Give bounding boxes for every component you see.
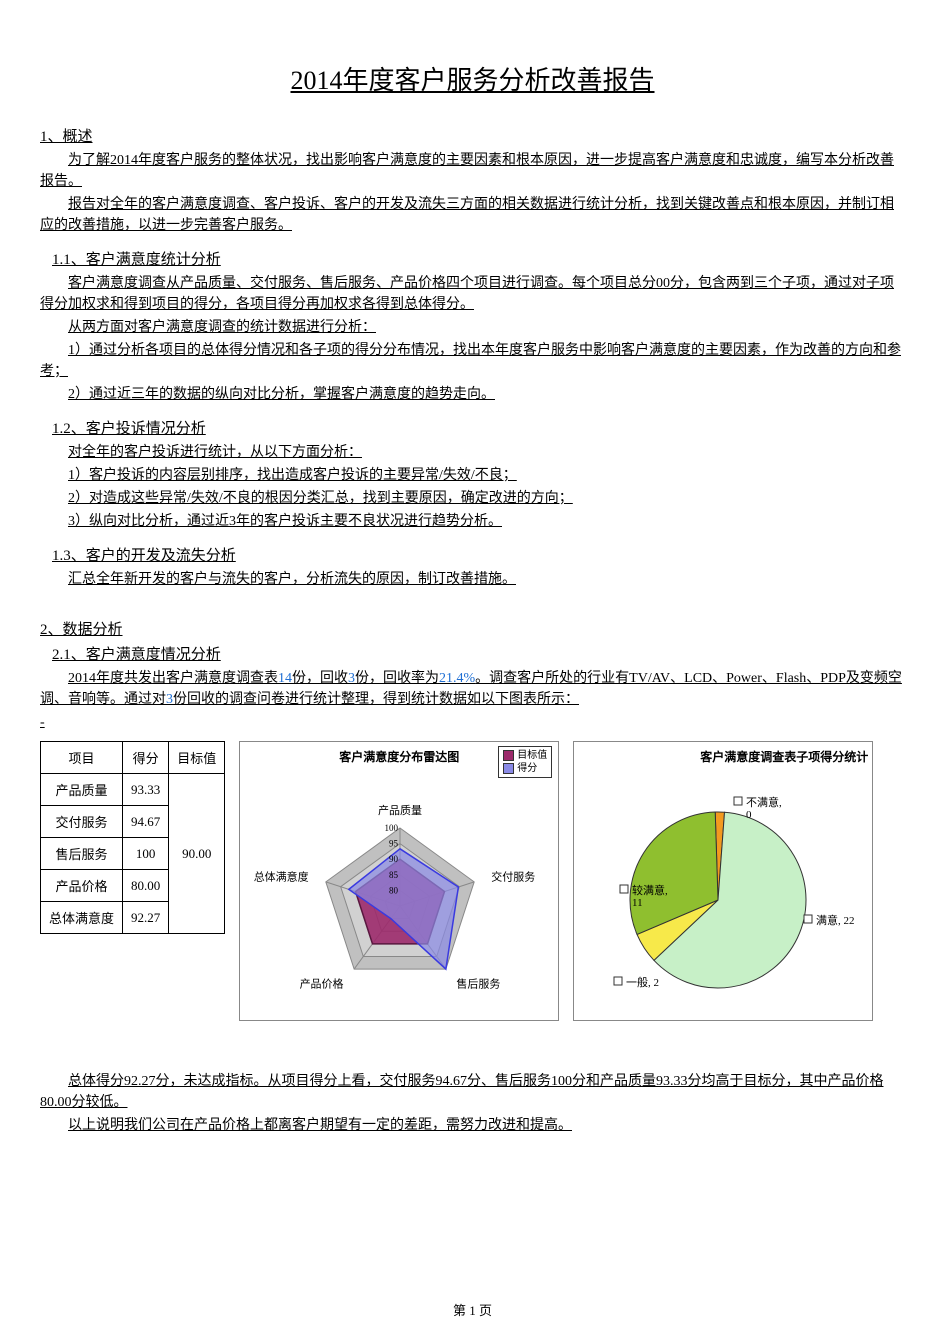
section-1-1-heading: 1.1、客户满意度统计分析 — [52, 248, 905, 269]
s2-1-txt-a: 2014年度共发出客户满意度调查表 — [68, 671, 278, 686]
s1-2-li3: 3）纵向对比分析，通过近3年的客户投诉主要不良状况进行趋势分析。 — [40, 511, 905, 532]
s2-1-txt-e: 份回收的调查问卷进行统计整理，得到统计数据如以下图表所示： — [173, 692, 579, 707]
svg-text:不满意,0: 不满意,0 — [746, 795, 782, 821]
cell-score: 94.67 — [123, 806, 169, 838]
page-title: 2014年度客户服务分析改善报告 — [40, 60, 905, 97]
svg-text:100: 100 — [385, 823, 399, 833]
section-1-heading: 1、概述 — [40, 125, 905, 146]
survey-sent-count: 14 — [278, 671, 292, 686]
radar-svg: 100 95 90 85 80 产品质量交付服务售后服务 产品价格 总体满意度 — [240, 765, 560, 1023]
svg-text:产品质量: 产品质量 — [378, 803, 422, 817]
cell-score: 80.00 — [123, 870, 169, 902]
cell-score: 92.27 — [123, 902, 169, 934]
svg-text:一般, 2: 一般, 2 — [626, 976, 659, 989]
conclusion-p1: 总体得分92.27分，未达成指标。从项目得分上看，交付服务94.67分、售后服务… — [40, 1071, 905, 1113]
svg-text:产品价格: 产品价格 — [300, 977, 344, 991]
cell-item: 售后服务 — [41, 838, 123, 870]
pie-chart: 客户满意度调查表子项得分统计 满意, 22较满意,11不满意,0一般, 2 — [573, 741, 873, 1021]
cell-score: 93.33 — [123, 774, 169, 806]
legend-target: 目标值 — [503, 749, 547, 762]
legend-target-label: 目标值 — [517, 749, 547, 762]
s1-3-p1: 汇总全年新开发的客户与流失的客户，分析流失的原因，制订改善措施。 — [40, 569, 905, 590]
pie-title: 客户满意度调查表子项得分统计 — [574, 742, 872, 765]
svg-text:80: 80 — [389, 885, 399, 895]
survey-recv-count: 3 — [348, 671, 355, 686]
svg-text:85: 85 — [389, 870, 399, 880]
radar-chart: 客户满意度分布雷达图 目标值 得分 10095908580产品质量交付服务售后服… — [239, 741, 559, 1021]
legend-score: 得分 — [503, 762, 547, 775]
pie-svg: 满意, 22较满意,11不满意,0一般, 2 — [574, 765, 874, 1023]
s1-2-p1: 对全年的客户投诉进行统计，从以下方面分析： — [40, 442, 905, 463]
section-1-3-heading: 1.3、客户的开发及流失分析 — [52, 544, 905, 565]
s2-1-txt-b: 份，回收 — [292, 671, 348, 686]
svg-text:售后服务: 售后服务 — [457, 977, 501, 991]
legend-score-label: 得分 — [517, 762, 537, 775]
s1-1-p2: 从两方面对客户满意度调查的统计数据进行分析： — [40, 317, 905, 338]
score-table: 项目 得分 目标值 产品质量93.3390.00交付服务94.67售后服务100… — [40, 741, 225, 934]
survey-recv-count-2: 3 — [166, 692, 173, 707]
cell-score: 100 — [123, 838, 169, 870]
section-1-2-heading: 1.2、客户投诉情况分析 — [52, 417, 905, 438]
cell-item: 产品质量 — [41, 774, 123, 806]
cell-target: 90.00 — [169, 774, 225, 934]
cell-item: 产品价格 — [41, 870, 123, 902]
col-target: 目标值 — [169, 742, 225, 774]
svg-text:95: 95 — [389, 839, 399, 849]
col-score: 得分 — [123, 742, 169, 774]
s1-p2: 报告对全年的客户满意度调查、客户投诉、客户的开发及流失三方面的相关数据进行统计分… — [40, 194, 905, 236]
swatch-target — [503, 750, 514, 761]
s1-1-li1: 1）通过分析各项目的总体得分情况和各子项的得分分布情况，找出本年度客户服务中影响… — [40, 340, 905, 382]
col-item: 项目 — [41, 742, 123, 774]
s1-1-li2: 2）通过近三年的数据的纵向对比分析，掌握客户满意度的趋势走向。 — [40, 384, 905, 405]
page-number: 第 1 页 — [0, 1300, 945, 1319]
table-header-row: 项目 得分 目标值 — [41, 742, 225, 774]
s2-1-txt-c: 份，回收率为 — [355, 671, 439, 686]
s1-p1: 为了解2014年度客户服务的整体状况，找出影响客户满意度的主要因素和根本原因，进… — [40, 150, 905, 192]
survey-return-rate: 21.4% — [439, 671, 475, 686]
s2-1-p1: 2014年度共发出客户满意度调查表14份，回收3份，回收率为21.4%。调查客户… — [40, 668, 905, 710]
svg-text:交付服务: 交付服务 — [492, 869, 536, 883]
radar-legend: 目标值 得分 — [498, 746, 552, 778]
s1-2-li1: 1）客户投诉的内容层别排序，找出造成客户投诉的主要异常/失效/不良； — [40, 465, 905, 486]
charts-row: 项目 得分 目标值 产品质量93.3390.00交付服务94.67售后服务100… — [40, 741, 905, 1021]
dash-line: - — [40, 712, 905, 733]
svg-text:满意, 22: 满意, 22 — [816, 913, 855, 927]
cell-item: 总体满意度 — [41, 902, 123, 934]
svg-text:90: 90 — [389, 854, 399, 864]
table-row: 产品质量93.3390.00 — [41, 774, 225, 806]
section-2-1-heading: 2.1、客户满意度情况分析 — [52, 643, 905, 664]
section-2-heading: 2、数据分析 — [40, 618, 905, 639]
s1-2-li2: 2）对造成这些异常/失效/不良的根因分类汇总，找到主要原因，确定改进的方向； — [40, 488, 905, 509]
cell-item: 交付服务 — [41, 806, 123, 838]
swatch-score — [503, 763, 514, 774]
svg-text:总体满意度: 总体满意度 — [254, 869, 309, 883]
s1-1-p1: 客户满意度调查从产品质量、交付服务、售后服务、产品价格四个项目进行调查。每个项目… — [40, 273, 905, 315]
conclusion-p2: 以上说明我们公司在产品价格上都离客户期望有一定的差距，需努力改进和提高。 — [40, 1115, 905, 1136]
page: 2014年度客户服务分析改善报告 1、概述 为了解2014年度客户服务的整体状况… — [0, 0, 945, 1337]
